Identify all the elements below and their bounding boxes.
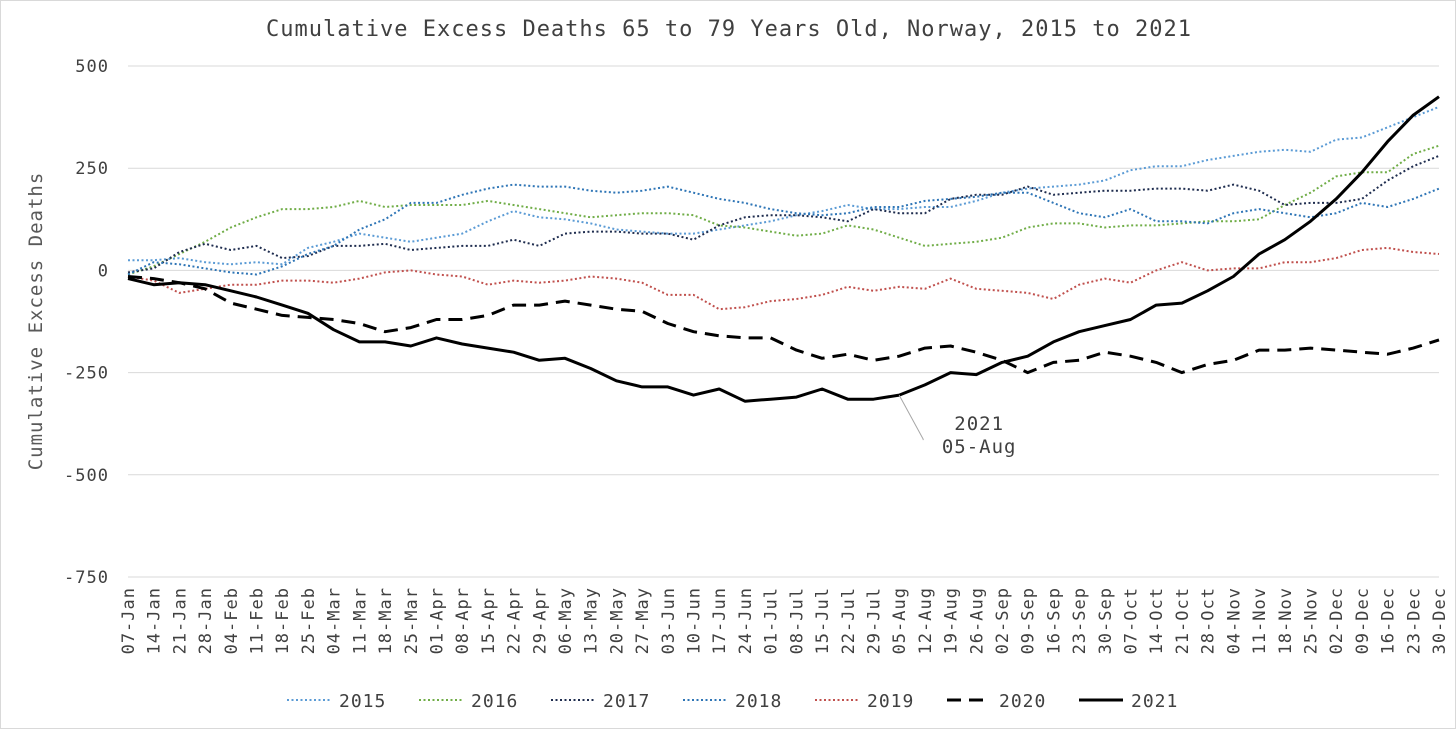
x-tick-label: 04-Mar: [325, 587, 345, 654]
y-tick-labels: 500 250 0 -250 -500 -750: [64, 57, 109, 588]
series-layer: [127, 95, 1440, 403]
x-tick-label: 09-Sep: [1019, 587, 1039, 654]
annotation-leader-line: [898, 394, 924, 441]
annotation-line1: 2021: [954, 413, 1004, 435]
x-tick-label: 15-Jul: [813, 587, 833, 654]
x-tick-label: 19-Aug: [942, 587, 962, 654]
chart-title: Cumulative Excess Deaths 65 to 79 Years …: [266, 17, 1192, 42]
x-tick-label: 10-Jun: [685, 587, 705, 654]
series-line-2019: [127, 246, 1440, 311]
y-axis-label: Cumulative Excess Deaths: [25, 172, 47, 471]
annotation-line2: 05-Aug: [942, 436, 1017, 458]
x-tick-label: 30-Dec: [1430, 587, 1450, 654]
x-tick-label: 05-Aug: [890, 587, 910, 654]
x-tick-label: 21-Oct: [1173, 587, 1193, 654]
x-tick-label: 09-Dec: [1353, 587, 1373, 654]
x-tick-label: 29-Jul: [864, 587, 884, 654]
x-tick-label: 16-Dec: [1379, 587, 1399, 654]
x-tick-label: 28-Oct: [1199, 587, 1219, 654]
x-tick-label: 11-Feb: [248, 587, 268, 654]
x-tick-label: 27-May: [633, 587, 653, 654]
x-tick-label: 17-Jun: [710, 587, 730, 654]
y-tick-label: -750: [64, 568, 109, 588]
legend-label-2017: 2017: [603, 691, 650, 712]
grid-layer: [128, 65, 1439, 578]
y-tick-label: -250: [64, 364, 109, 384]
x-tick-label: 18-Feb: [273, 587, 293, 654]
x-tick-label: 02-Sep: [993, 587, 1013, 654]
series-line-2015: [128, 105, 1440, 266]
x-tick-label: 04-Feb: [222, 587, 242, 654]
x-tick-label: 12-Aug: [916, 587, 936, 654]
x-tick-label: 25-Mar: [402, 587, 422, 654]
legend-label-2015: 2015: [339, 691, 386, 712]
x-tick-label: 08-Jul: [787, 587, 807, 654]
x-tick-label: 26-Aug: [967, 587, 987, 654]
x-tick-label: 06-May: [556, 587, 576, 654]
x-tick-label: 25-Nov: [1301, 587, 1321, 654]
x-tick-label: 14-Jan: [145, 587, 165, 654]
x-tick-label: 16-Sep: [1044, 587, 1064, 654]
x-tick-label: 13-May: [582, 587, 602, 654]
x-tick-label: 23-Dec: [1404, 587, 1424, 654]
x-tick-label: 18-Mar: [376, 587, 396, 654]
y-tick-label: 500: [75, 57, 109, 77]
legend-label-2016: 2016: [471, 691, 518, 712]
series-line-2020: [127, 275, 1440, 375]
legend: 2015 2016 2017 2018 2019 2020 2021: [287, 691, 1178, 712]
x-tick-label: 03-Jun: [659, 587, 679, 654]
x-tick-label: 11-Mar: [350, 587, 370, 654]
series-line-2018: [127, 183, 1440, 276]
legend-label-2019: 2019: [867, 691, 914, 712]
x-tick-label: 22-Apr: [505, 587, 525, 654]
x-tick-label: 01-Apr: [427, 587, 447, 654]
x-tick-label: 24-Jun: [736, 587, 756, 654]
legend-label-2018: 2018: [735, 691, 782, 712]
y-tick-label: 250: [75, 159, 109, 179]
x-tick-label: 02-Dec: [1327, 587, 1347, 654]
x-tick-label: 30-Sep: [1096, 587, 1116, 654]
series-line-2016: [127, 144, 1440, 276]
x-tick-label: 04-Nov: [1224, 587, 1244, 654]
x-tick-label: 25-Feb: [299, 587, 319, 654]
x-tick-label: 01-Jul: [762, 587, 782, 654]
x-tick-label: 29-Apr: [530, 587, 550, 654]
legend-label-2021: 2021: [1131, 691, 1178, 712]
series-line-2021: [127, 95, 1440, 403]
x-tick-label: 08-Apr: [453, 587, 473, 654]
y-tick-label: 0: [98, 261, 109, 281]
x-tick-label: 07-Jan: [119, 587, 139, 654]
x-tick-label: 21-Jan: [170, 587, 190, 654]
series-line-2017: [127, 154, 1440, 274]
legend-label-2020: 2020: [999, 691, 1046, 712]
x-tick-label: 20-May: [607, 587, 627, 654]
x-tick-label: 23-Sep: [1070, 587, 1090, 654]
x-tick-label: 07-Oct: [1122, 587, 1142, 654]
x-tick-label: 14-Oct: [1147, 587, 1167, 654]
x-tick-labels: 07-Jan 14-Jan 21-Jan 28-Jan 04-Feb 11-Feb 18-F…: [119, 587, 1450, 654]
x-tick-label: 11-Nov: [1250, 587, 1270, 654]
x-tick-label: 18-Nov: [1276, 587, 1296, 654]
y-tick-label: -500: [64, 466, 109, 486]
x-tick-label: 22-Jul: [839, 587, 859, 654]
x-tick-label: 15-Apr: [479, 587, 499, 654]
x-tick-label: 28-Jan: [196, 587, 216, 654]
